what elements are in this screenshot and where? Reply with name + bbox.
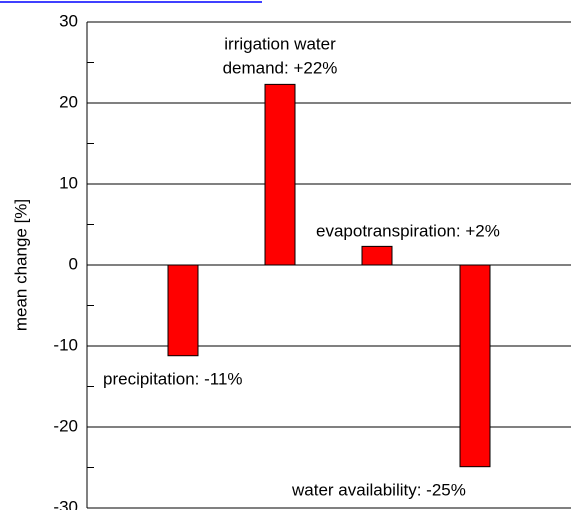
y-tick-label: -30 <box>53 497 78 510</box>
y-axis-label: mean change [%] <box>11 199 30 331</box>
bar <box>459 264 491 468</box>
bar <box>361 245 393 266</box>
y-tick-label: 30 <box>59 11 78 30</box>
y-tick-label: 20 <box>59 92 78 111</box>
y-tick-label: 0 <box>69 254 78 273</box>
y-tick-label: 10 <box>59 173 78 192</box>
y-tick-label: -20 <box>53 416 78 435</box>
value-label: precipitation: -11% <box>103 369 243 388</box>
value-label: demand: +22% <box>223 58 338 77</box>
bar <box>264 83 296 266</box>
value-label: irrigation water <box>224 34 336 53</box>
y-tick-label: -10 <box>53 335 78 354</box>
value-label: evapotranspiration: +2% <box>316 221 500 240</box>
bar <box>167 264 199 357</box>
value-label: water availability: -25% <box>291 480 466 499</box>
